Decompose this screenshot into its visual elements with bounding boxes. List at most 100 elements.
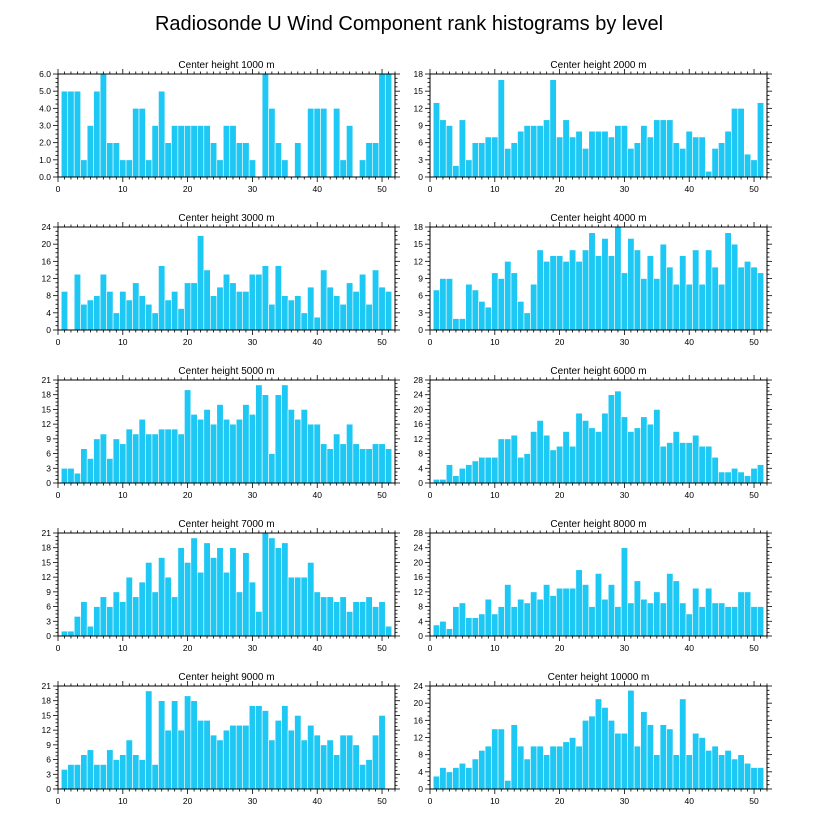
histogram-bar xyxy=(504,261,512,331)
histogram-bar xyxy=(145,562,153,637)
histogram-bar xyxy=(313,591,321,637)
histogram-bar xyxy=(556,136,564,178)
y-tick-label: 12 xyxy=(42,572,52,582)
histogram-bar xyxy=(106,142,114,178)
histogram-bar xyxy=(672,283,680,331)
histogram-bar xyxy=(268,537,276,637)
histogram-bar xyxy=(190,537,198,637)
histogram-bar xyxy=(255,705,263,790)
histogram-bar xyxy=(197,235,205,331)
histogram-bar xyxy=(60,467,69,484)
y-tick-label: 4 xyxy=(418,767,423,777)
histogram-bar xyxy=(633,580,641,637)
histogram-bar xyxy=(307,286,315,331)
histogram-bar xyxy=(352,443,360,484)
histogram-bar xyxy=(724,750,732,790)
histogram-bar xyxy=(614,125,622,178)
histogram-bar xyxy=(549,745,557,790)
x-tick-label: 50 xyxy=(377,643,387,653)
histogram-bar xyxy=(724,232,732,331)
y-tick-label: 0 xyxy=(418,784,423,794)
histogram-bar xyxy=(666,573,674,637)
histogram-bar xyxy=(197,571,205,637)
histogram-bar xyxy=(659,243,667,331)
histogram-bar xyxy=(556,587,564,637)
histogram-bar xyxy=(569,737,577,790)
histogram-bar xyxy=(73,764,81,790)
histogram-bar xyxy=(562,741,570,790)
histogram-bar xyxy=(731,606,739,637)
histogram-bar xyxy=(543,754,551,790)
histogram-bar xyxy=(93,606,101,637)
histogram-bar xyxy=(517,456,525,484)
histogram-bar xyxy=(692,732,700,790)
x-tick-label: 20 xyxy=(183,337,193,347)
histogram-bar xyxy=(672,142,680,178)
histogram-bar xyxy=(627,431,635,484)
histogram-bar xyxy=(261,394,269,484)
histogram-bar xyxy=(99,764,107,790)
histogram-bar xyxy=(620,125,628,178)
histogram-bar xyxy=(756,464,765,484)
x-tick-label: 50 xyxy=(749,796,759,806)
x-tick-label: 0 xyxy=(428,643,433,653)
histogram-panel: Center height 7000 m 0 10 20 30 40 50 0 3 6 9 12 15 1… xyxy=(42,519,400,653)
histogram-bar xyxy=(698,283,706,331)
histogram-bar xyxy=(594,130,603,178)
histogram-bar xyxy=(106,749,114,790)
histogram-bar xyxy=(372,606,380,637)
histogram-bar xyxy=(119,159,127,178)
histogram-bar xyxy=(300,409,308,484)
histogram-bar xyxy=(756,102,765,178)
histogram-bar xyxy=(132,596,140,637)
x-tick-label: 40 xyxy=(312,337,322,347)
histogram-bar xyxy=(184,695,192,790)
x-tick-label: 30 xyxy=(620,184,630,194)
histogram-bar xyxy=(452,767,460,790)
histogram-bar xyxy=(452,475,460,484)
histogram-bar xyxy=(432,775,441,790)
histogram-bar xyxy=(333,754,341,790)
histogram-bar xyxy=(255,384,263,484)
x-tick-label: 50 xyxy=(377,184,387,194)
histogram-bar xyxy=(517,598,525,637)
y-tick-label: 4 xyxy=(418,463,423,473)
panel-title: Center height 3000 m xyxy=(178,213,274,224)
y-tick-label: 12 xyxy=(414,733,424,743)
histogram-bar xyxy=(333,108,341,178)
histogram-bar xyxy=(484,136,492,178)
histogram-bar xyxy=(601,412,609,484)
y-tick-label: 9 xyxy=(418,274,423,284)
histogram-bar xyxy=(151,125,159,178)
histogram-bar xyxy=(575,569,583,637)
y-tick-label: 4 xyxy=(46,308,51,318)
histogram-bar xyxy=(203,409,211,484)
histogram-bar xyxy=(203,542,211,637)
histogram-bar xyxy=(99,273,107,331)
histogram-bar xyxy=(365,142,373,178)
histogram-bar xyxy=(491,456,499,484)
histogram-bar xyxy=(112,438,120,484)
histogram-bar xyxy=(478,613,486,637)
y-tick-label: 0 xyxy=(46,325,51,335)
histogram-bar xyxy=(666,119,674,178)
histogram-bar xyxy=(138,108,146,178)
histogram-bar xyxy=(80,754,88,790)
histogram-bar xyxy=(359,601,367,637)
histogram-bar xyxy=(339,596,347,637)
histogram-bar xyxy=(313,734,321,790)
y-tick-label: 15 xyxy=(42,557,52,567)
y-tick-label: 0 xyxy=(418,631,423,641)
histogram-bar xyxy=(731,467,739,484)
histogram-bar xyxy=(471,758,479,790)
histogram-bar xyxy=(106,291,114,331)
histogram-bar xyxy=(432,479,441,484)
y-tick-label: 20 xyxy=(42,239,52,249)
y-tick-label: 12 xyxy=(42,725,52,735)
histogram-bar xyxy=(119,443,127,484)
y-tick-label: 9 xyxy=(418,121,423,131)
histogram-bar xyxy=(229,547,237,637)
histogram-bar xyxy=(320,443,328,484)
histogram-bar xyxy=(145,159,153,178)
histogram-bar xyxy=(698,737,706,790)
